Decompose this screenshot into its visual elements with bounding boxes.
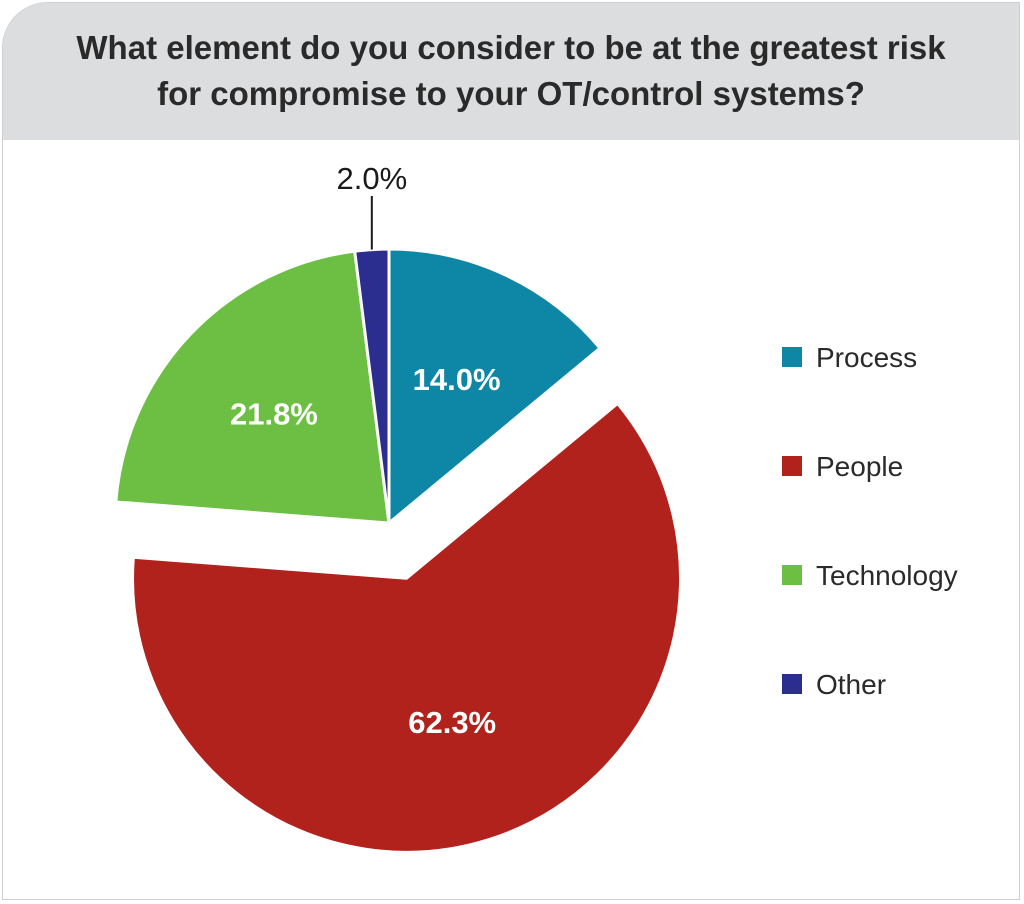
legend-label-other: Other	[816, 669, 886, 700]
chart-title-line-1: What element do you consider to be at th…	[76, 29, 946, 66]
legend-swatch-people	[782, 456, 802, 476]
chart-legend: Process People Technology Other	[782, 342, 958, 700]
pie-slice-technology	[114, 249, 391, 525]
legend-swatch-process	[782, 347, 802, 367]
pie-callout: 2.0%	[336, 161, 407, 250]
legend-swatch-technology	[782, 565, 802, 585]
legend-item-people: People	[782, 451, 903, 482]
slice-label-other: 2.0%	[336, 161, 407, 196]
title-banner: What element do you consider to be at th…	[3, 3, 1019, 140]
pie-slice-labels: 14.0% 62.3% 21.8%	[230, 362, 501, 740]
chart-title-line-2: for compromise to your OT/control system…	[157, 75, 865, 112]
slice-label-people: 62.3%	[408, 705, 496, 740]
pie-slice-people	[131, 401, 683, 854]
legend-item-other: Other	[782, 669, 886, 700]
legend-item-technology: Technology	[782, 560, 958, 591]
legend-swatch-other	[782, 674, 802, 694]
legend-label-people: People	[816, 451, 903, 482]
legend-label-technology: Technology	[816, 560, 958, 591]
legend-item-process: Process	[782, 342, 917, 373]
slice-label-process: 14.0%	[413, 362, 501, 397]
pie-slice-process	[387, 247, 602, 525]
slice-label-technology: 21.8%	[230, 396, 318, 431]
pie-slices	[114, 247, 683, 854]
legend-label-process: Process	[816, 342, 917, 373]
chart-title: What element do you consider to be at th…	[3, 25, 1019, 117]
